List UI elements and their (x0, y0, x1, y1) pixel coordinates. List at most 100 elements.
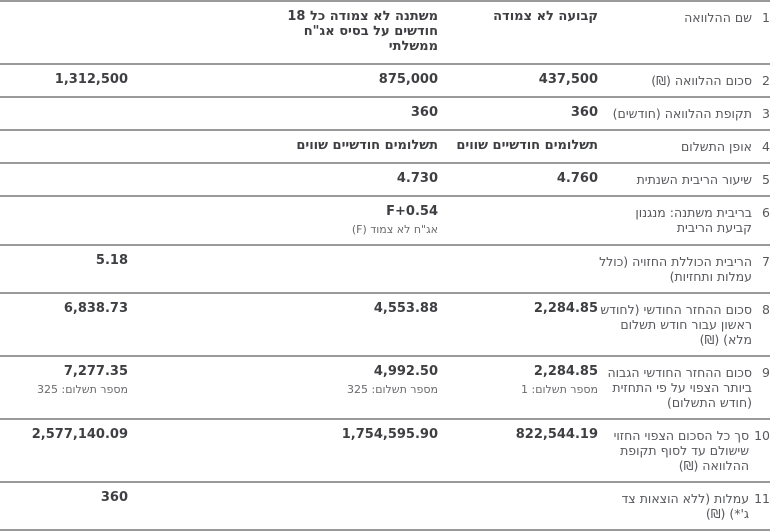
cell-value: משתנה לא צמודה כל 18 חודשים על בסיס אג"ח… (287, 9, 438, 54)
cell-value: 6,838.73 (63, 300, 128, 316)
cell-value: 4.730 (396, 170, 438, 186)
row-number: 7 (762, 253, 770, 269)
row-number: 3 (762, 105, 770, 121)
value-cell-track1: 360 (438, 97, 598, 130)
cell-sub-value: מספר תשלום: 1 (521, 382, 598, 396)
value-cell-total (0, 196, 128, 245)
table-row: 5 שיעור הריבית השנתית 4.760 4.730 (0, 163, 770, 196)
value-cell-track1: 4.760 (438, 163, 598, 196)
row-label-cell: 8 סכום ההחזר החודשי (לחודש ראשון עבור חוד… (598, 293, 770, 356)
cell-value: 7,277.35 (63, 363, 128, 379)
cell-value: 1,312,500 (54, 71, 128, 87)
value-cell-track2: 4.730 (278, 163, 438, 196)
row-label-wrap: 5 שיעור הריבית השנתית (598, 172, 770, 187)
value-cell-track1: 822,544.19 (438, 419, 598, 482)
row-label-wrap: 9 סכום ההחזר החודשי הגבוה ביותר הצפוי על … (598, 365, 770, 410)
row-label-cell: 4 אופן התשלום (598, 130, 770, 163)
value-cell-track1 (438, 245, 598, 293)
row-number: 8 (762, 301, 770, 317)
row-label-cell: 2 סכום ההלוואה (₪) (598, 64, 770, 97)
row-label: הריבית הכוללת החזויה (כולל עמלות ותחזיות… (599, 253, 752, 284)
row-label-cell: 10 סך כל הסכום הצפוי החזוי שישולם עד לסוף… (598, 419, 770, 482)
table-row: 6 בריבית משתנה: מנגנון קביעת הריבית F+0.54… (0, 196, 770, 245)
value-cell-total: 360 (0, 482, 128, 530)
table-row: 4 אופן התשלום תשלומים חודשיים שווים תשלומים… (0, 130, 770, 163)
row-number: 10 (754, 427, 770, 443)
row-label-wrap: 4 אופן התשלום (598, 139, 770, 154)
table-row: 8 סכום ההחזר החודשי (לחודש ראשון עבור חוד… (0, 293, 770, 356)
value-cell-track2: 4,992.50 מספר תשלום: 325 (278, 356, 438, 419)
value-cell-track2: משתנה לא צמודה כל 18 חודשים על בסיס אג"ח… (278, 1, 438, 64)
row-label: סכום ההחזר החודשי הגבוה ביותר הצפוי על פ… (607, 364, 752, 410)
value-cell-total (0, 130, 128, 163)
row-label: שיעור הריבית השנתית (636, 171, 752, 187)
value-cell-track2: 875,000 (278, 64, 438, 97)
row-label: אופן התשלום (681, 138, 752, 154)
row-label-cell: 11 עמלות (ללא הוצאות צד ג'*) (₪) (598, 482, 770, 530)
cell-value: F+0.54 (386, 203, 438, 219)
spacer-cell (128, 293, 278, 356)
cell-sub-value: מספר תשלום: 325 (37, 382, 128, 396)
cell-value: 4.760 (556, 170, 598, 186)
value-cell-track1: תשלומים חודשיים שווים (438, 130, 598, 163)
row-label-wrap: 7 הריבית הכוללת החזויה (כולל עמלות ותחזיו… (598, 254, 770, 284)
value-cell-total: 7,277.35 מספר תשלום: 325 (0, 356, 128, 419)
cell-value: 360 (570, 104, 598, 120)
value-cell-track2: 1,754,595.90 (278, 419, 438, 482)
row-label-wrap: 1 שם ההלוואה (598, 10, 770, 25)
row-label-cell: 9 סכום ההחזר החודשי הגבוה ביותר הצפוי על … (598, 356, 770, 419)
value-cell-track1: 2,284.85 מספר תשלום: 1 (438, 356, 598, 419)
cell-value: 360 (100, 489, 128, 505)
row-label-cell: 3 תקופת ההלוואה (חודשים) (598, 97, 770, 130)
value-cell-track2: 4,553.88 (278, 293, 438, 356)
value-cell-track1 (438, 196, 598, 245)
value-cell-track1: 437,500 (438, 64, 598, 97)
cell-value: 1,754,595.90 (341, 426, 438, 442)
value-cell-track2: F+0.54 אג"ח לא צמוד (F) (278, 196, 438, 245)
spacer-cell (128, 130, 278, 163)
cell-value: 2,284.85 (533, 363, 598, 379)
spacer-cell (128, 482, 278, 530)
spacer-cell (128, 245, 278, 293)
table-row: 7 הריבית הכוללת החזויה (כולל עמלות ותחזיו… (0, 245, 770, 293)
value-cell-track1: קבועה לא צמודה (438, 1, 598, 64)
row-label-cell: 5 שיעור הריבית השנתית (598, 163, 770, 196)
value-cell-track2 (278, 482, 438, 530)
cell-value: 360 (410, 104, 438, 120)
cell-value: 822,544.19 (515, 426, 598, 442)
row-label: שם ההלוואה (684, 10, 752, 25)
row-number: 4 (762, 138, 770, 154)
table-row: 1 שם ההלוואה קבועה לא צמודה משתנה לא צמודה … (0, 1, 770, 64)
cell-value: 4,553.88 (373, 300, 438, 316)
value-cell-track2: 360 (278, 97, 438, 130)
cell-value: תשלומים חודשיים שווים (456, 137, 598, 153)
value-cell-total (0, 1, 128, 64)
cell-sub-value: מספר תשלום: 325 (347, 382, 438, 396)
spacer-cell (128, 196, 278, 245)
row-label-wrap: 8 סכום ההחזר החודשי (לחודש ראשון עבור חוד… (598, 302, 770, 347)
row-label: סכום ההלוואה (₪) (651, 72, 752, 88)
row-label: סכום ההחזר החודשי (לחודש ראשון עבור חודש… (600, 301, 752, 347)
spacer-cell (128, 97, 278, 130)
table-row: 11 עמלות (ללא הוצאות צד ג'*) (₪) 360 (0, 482, 770, 530)
spacer-cell (128, 356, 278, 419)
row-number: 6 (762, 204, 770, 220)
value-cell-track2 (278, 245, 438, 293)
table-row: 3 תקופת ההלוואה (חודשים) 360 360 (0, 97, 770, 130)
spacer-cell (128, 163, 278, 196)
cell-value: 4,992.50 (373, 363, 438, 379)
row-label: תקופת ההלוואה (חודשים) (612, 105, 752, 121)
value-cell-total: 5.18 (0, 245, 128, 293)
spacer-cell (128, 1, 278, 64)
value-cell-total: 6,838.73 (0, 293, 128, 356)
row-label-wrap: 10 סך כל הסכום הצפוי החזוי שישולם עד לסוף… (598, 428, 770, 473)
row-label-wrap: 2 סכום ההלוואה (₪) (598, 73, 770, 88)
row-label-wrap: 3 תקופת ההלוואה (חודשים) (598, 106, 770, 121)
row-label: עמלות (ללא הוצאות צד ג'*) (₪) (621, 490, 750, 521)
row-number: 11 (754, 490, 770, 506)
row-number: 1 (762, 10, 770, 25)
table-row: 10 סך כל הסכום הצפוי החזוי שישולם עד לסוף… (0, 419, 770, 482)
cell-sub-value: אג"ח לא צמוד (F) (351, 222, 438, 236)
